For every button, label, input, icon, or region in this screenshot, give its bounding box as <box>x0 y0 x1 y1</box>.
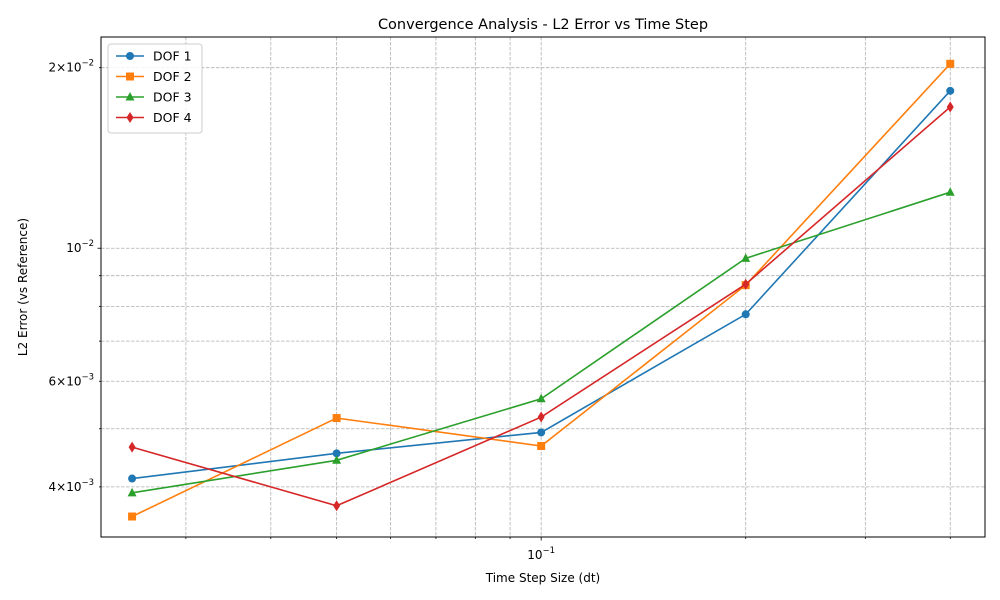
y-tick-label: 4×10−3 <box>49 478 95 494</box>
data-point <box>332 449 341 458</box>
data-point <box>128 474 137 483</box>
legend-marker <box>126 112 134 123</box>
legend-item: DOF 3 <box>116 90 192 105</box>
x-tick-label: 10−1 <box>527 546 555 562</box>
legend-marker <box>126 72 134 81</box>
data-point <box>537 428 546 437</box>
plot-frame <box>100 36 986 538</box>
data-point <box>946 86 955 95</box>
legend: DOF 1 DOF 2 DOF 3 DOF 4 <box>107 43 203 134</box>
legend-label: DOF 1 <box>153 49 192 64</box>
data-point <box>332 414 341 423</box>
series-1 <box>128 86 955 483</box>
tick-labels: 10−1 4×10−3 6×10−3 10−2 2×10−2 <box>49 59 556 562</box>
data-point <box>741 253 751 262</box>
data-point <box>536 393 546 403</box>
data-point <box>946 59 955 68</box>
y-tick-label: 6×10−3 <box>49 372 95 388</box>
data-point <box>946 101 954 113</box>
data-point <box>537 411 545 423</box>
legend-marker <box>126 52 134 60</box>
legend-label: DOF 2 <box>153 69 192 84</box>
x-axis-label: Time Step Size (dt) <box>485 571 600 585</box>
data-point <box>332 455 342 464</box>
data-point <box>741 310 750 319</box>
data-point <box>128 512 137 521</box>
legend-item: DOF 4 <box>116 110 192 125</box>
chart-title: Convergence Analysis - L2 Error vs Time … <box>378 17 708 33</box>
legend-label: DOF 4 <box>153 110 192 125</box>
grid <box>101 37 985 537</box>
y-tick-label: 10−2 <box>66 239 94 255</box>
y-tick-label: 2×10−2 <box>49 59 95 75</box>
series-layer <box>127 59 955 521</box>
data-point <box>537 441 546 450</box>
legend-marker <box>125 92 135 101</box>
data-point <box>128 441 136 453</box>
legend-label: DOF 3 <box>153 90 192 105</box>
series-3 <box>127 187 955 497</box>
y-axis-label: L2 Error (vs Reference) <box>16 218 30 356</box>
data-point <box>333 500 341 512</box>
legend-box <box>107 43 203 134</box>
legend-item: DOF 1 <box>116 49 192 64</box>
data-point <box>945 187 955 196</box>
legend-item: DOF 2 <box>116 69 192 84</box>
data-point <box>742 278 750 290</box>
series-4 <box>128 101 954 512</box>
ticks <box>97 67 951 541</box>
data-point <box>127 487 137 497</box>
